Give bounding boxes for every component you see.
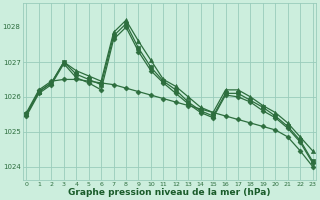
X-axis label: Graphe pression niveau de la mer (hPa): Graphe pression niveau de la mer (hPa) [68,188,271,197]
Text: 1028: 1028 [2,24,20,30]
